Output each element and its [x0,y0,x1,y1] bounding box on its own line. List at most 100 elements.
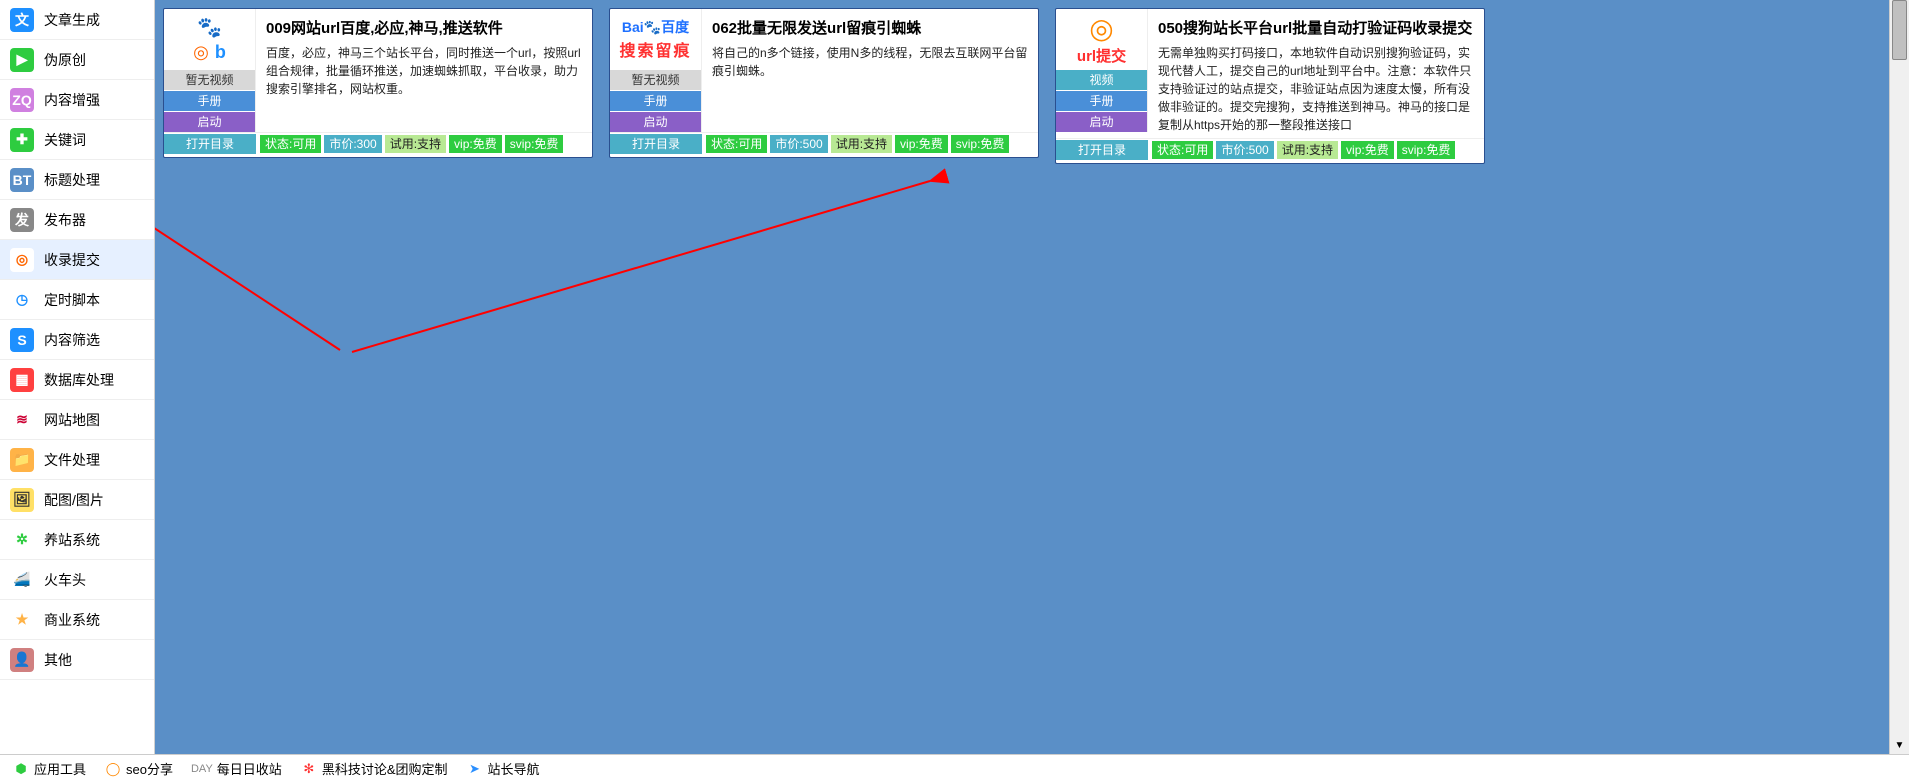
card-left-column: 🐾◎b暂无视频手册启动 [164,9,256,132]
card-button-2[interactable]: 启动 [610,111,701,132]
card-tag-4: svip:免费 [951,135,1010,153]
card-tag-2: 试用:支持 [831,135,892,153]
sidebar-item-label: 网站地图 [44,410,100,430]
sidebar-item-9[interactable]: ▦数据库处理 [0,360,154,400]
sidebar-icon: 📁 [10,448,34,472]
annotation-arrow [352,181,930,352]
sidebar-item-2[interactable]: ZQ内容增强 [0,80,154,120]
card-title: 009网站url百度,必应,神马,推送软件 [266,17,582,38]
footer-item-0[interactable]: ⬢应用工具 [6,757,92,781]
footer-icon: ⬢ [12,760,30,778]
card-left-column: ◎url提交视频手册启动 [1056,9,1148,138]
card-button-1[interactable]: 手册 [1056,90,1147,111]
sidebar-item-label: 数据库处理 [44,370,114,390]
footer-label: seo分享 [126,759,173,778]
sidebar-item-label: 伪原创 [44,50,86,70]
card-thumb-icon: 🐾◎b [164,9,256,69]
card-button-1[interactable]: 手册 [610,90,701,111]
footer-item-2[interactable]: DAY每日日收站 [185,757,288,781]
card-tag-2: 试用:支持 [385,135,446,153]
sidebar-item-5[interactable]: 发发布器 [0,200,154,240]
sidebar-item-16[interactable]: 👤 其他 [0,640,154,680]
sidebar-item-6[interactable]: ◎收录提交 [0,240,154,280]
footer-label: 站长导航 [487,759,539,778]
card-tag-4: svip:免费 [1397,141,1456,159]
sidebar-item-7[interactable]: ◷ 定时脚本 [0,280,154,320]
card-top: ◎url提交视频手册启动050搜狗站长平台url批量自动打验证码收录提交无需单独… [1056,9,1484,138]
sidebar-icon: ✚ [10,128,34,152]
card-tags: 状态:可用市价:300试用:支持vip:免费svip:免费 [256,133,592,157]
card-tag-0: 状态:可用 [260,135,321,153]
card-description: 无需单独购买打码接口，本地软件自动识别搜狗验证码，实现代替人工，提交自己的url… [1158,44,1474,134]
vertical-scrollbar[interactable]: ▲ ▼ [1889,0,1909,754]
sidebar-item-label: 养站系统 [44,530,100,550]
footer-label: 应用工具 [34,759,86,778]
app-root: 文文章生成 ▶ 伪原创 ZQ内容增强 ✚ 关键词 BT标题处理发发布器◎收录提交 ◷ 定时脚本 S… [0,0,1909,782]
sidebar-item-4[interactable]: BT标题处理 [0,160,154,200]
card-button-0[interactable]: 暂无视频 [610,69,701,90]
sidebar-item-12[interactable]: 🖼配图/图片 [0,480,154,520]
card-tag-1: 市价:500 [770,135,827,153]
sidebar-icon: 👤 [10,648,34,672]
content-area: 🐾◎b暂无视频手册启动009网站url百度,必应,神马,推送软件百度，必应，神马… [155,0,1889,754]
footer-item-4[interactable]: ➤站长导航 [459,757,545,781]
sidebar-icon: 发 [10,208,34,232]
sidebar-item-label: 定时脚本 [44,290,100,310]
footer-item-1[interactable]: ◯seo分享 [98,757,179,781]
open-dir-button[interactable]: 打开目录 [164,133,256,154]
card-tag-row: 打开目录状态:可用市价:300试用:支持vip:免费svip:免费 [164,132,592,157]
card-title: 062批量无限发送url留痕引蜘蛛 [712,17,1028,38]
card-top: Bai🐾百度搜索留痕暂无视频手册启动062批量无限发送url留痕引蜘蛛将自己的n… [610,9,1038,132]
card-description: 百度，必应，神马三个站长平台，同时推送一个url，按照url组合规律，批量循环推… [266,44,582,98]
card-tag-2: 试用:支持 [1277,141,1338,159]
sidebar-item-label: 收录提交 [44,250,100,270]
sidebar-item-14[interactable]: 🚄 火车头 [0,560,154,600]
sidebar-item-label: 内容筛选 [44,330,100,350]
sidebar-icon: ≋ [10,408,34,432]
footer-label: 黑科技讨论&团购定制 [322,759,448,778]
footer-item-3[interactable]: ✻黑科技讨论&团购定制 [294,757,454,781]
scroll-thumb[interactable] [1892,0,1907,60]
sidebar-item-label: 其他 [44,650,72,670]
card-title: 050搜狗站长平台url批量自动打验证码收录提交 [1158,17,1474,38]
tool-card-1: Bai🐾百度搜索留痕暂无视频手册启动062批量无限发送url留痕引蜘蛛将自己的n… [609,8,1039,158]
sidebar-item-15[interactable]: ★商业系统 [0,600,154,640]
sidebar-item-3[interactable]: ✚ 关键词 [0,120,154,160]
sidebar-icon: ZQ [10,88,34,112]
card-tag-row: 打开目录状态:可用市价:500试用:支持vip:免费svip:免费 [610,132,1038,157]
sidebar-icon: 🚄 [10,568,34,592]
sidebar-item-1[interactable]: ▶ 伪原创 [0,40,154,80]
footer-icon: ◯ [104,760,122,778]
sidebar-item-label: 文章生成 [44,10,100,30]
sidebar-item-8[interactable]: S内容筛选 [0,320,154,360]
card-thumb-icon: ◎url提交 [1056,9,1148,69]
sidebar-icon: ◷ [10,288,34,312]
sidebar-item-0[interactable]: 文文章生成 [0,0,154,40]
sidebar-icon: 文 [10,8,34,32]
card-button-2[interactable]: 启动 [164,111,255,132]
sidebar-item-label: 商业系统 [44,610,100,630]
sidebar-item-label: 关键词 [44,130,86,150]
sidebar-item-10[interactable]: ≋ 网站地图 [0,400,154,440]
card-body: 062批量无限发送url留痕引蜘蛛将自己的n多个链接，使用N多的线程，无限去互联… [702,9,1038,132]
card-tag-3: vip:免费 [895,135,948,153]
card-button-0[interactable]: 视频 [1056,69,1147,90]
card-button-2[interactable]: 启动 [1056,111,1147,132]
sidebar-icon: BT [10,168,34,192]
scroll-down-icon[interactable]: ▼ [1890,736,1909,754]
sidebar-icon: 🖼 [10,488,34,512]
card-left-column: Bai🐾百度搜索留痕暂无视频手册启动 [610,9,702,132]
sidebar-item-11[interactable]: 📁文件处理 [0,440,154,480]
footer-label: 每日日收站 [217,759,282,778]
open-dir-button[interactable]: 打开目录 [1056,139,1148,160]
card-button-1[interactable]: 手册 [164,90,255,111]
tool-card-2: ◎url提交视频手册启动050搜狗站长平台url批量自动打验证码收录提交无需单独… [1055,8,1485,164]
card-body: 050搜狗站长平台url批量自动打验证码收录提交无需单独购买打码接口，本地软件自… [1148,9,1484,138]
card-thumb-icon: Bai🐾百度搜索留痕 [610,9,702,69]
footer-icon: ➤ [465,760,483,778]
sidebar-icon: ▶ [10,48,34,72]
sidebar-item-label: 火车头 [44,570,86,590]
card-button-0[interactable]: 暂无视频 [164,69,255,90]
sidebar-item-13[interactable]: ✲养站系统 [0,520,154,560]
open-dir-button[interactable]: 打开目录 [610,133,702,154]
